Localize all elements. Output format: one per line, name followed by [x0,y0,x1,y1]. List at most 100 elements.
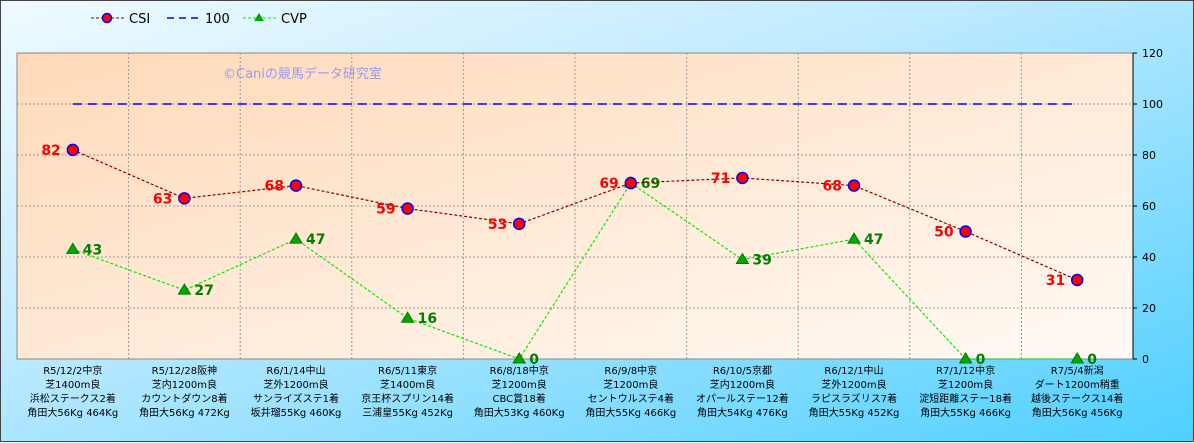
cvp-data-label: 16 [418,311,437,327]
csi-point [847,179,861,192]
legend-csi-label: CSI [129,12,150,27]
x-label-line: 淀短距離ステー18着 [919,394,1012,405]
csi-data-label: 68 [823,179,842,195]
csi-point [1070,273,1084,287]
csi-data-label: 59 [376,202,395,218]
x-category-label: R6/5/11東京 芝1400m良京王杯スプリン14着 三浦皇55Kg 452Kg [352,365,464,421]
x-label-line: CBC賞18着 [492,394,546,405]
x-label-line: 角田大55Kg 466Kg [585,408,677,419]
csi-point [178,192,191,205]
x-label-line: 角田大55Kg 452Kg [808,408,900,419]
x-label-line: R6/10/5京都 [712,366,772,377]
legend-cvp-marker [254,13,264,21]
x-label-line: R7/1/12中京 [936,366,996,377]
x-category-label: R5/12/28阪神 芝内1200m良 カウントダウン8着 角田大56Kg 472Kg [128,365,240,421]
x-label-line: 芝1200m良 [937,380,994,391]
x-label-line: ラピスラズリス7着 [810,394,898,405]
x-label-line: 浜松ステークス2着 [29,394,116,405]
csi-data-label: 50 [934,225,954,241]
x-category-label: R5/12/2中京 芝1400m良浜松ステークス2着 角田大56Kg 464Kg [17,365,129,421]
legend-100-label: 100 [205,12,230,27]
x-label-line: 坂井瑠55Kg 460Kg [250,408,342,419]
csi-point [289,179,303,192]
csi-data-label: 68 [265,179,284,195]
watermark: ©Caniの競馬データ研究室 [223,66,382,82]
x-category-label: R7/1/12中京 芝1200m良 淀短距離ステー18着 角田大55Kg 466Kg [910,365,1022,421]
cvp-point [958,352,973,364]
x-label-line: サンライズステ1着 [252,394,340,405]
cvp-data-label: 0 [976,352,986,368]
csi-point [736,171,749,185]
x-label-line: 角田大56Kg 472Kg [138,408,230,419]
cvp-point [289,232,303,244]
x-category-label: R7/5/4新潟 ダート1200m稍重 越後ステークス14着 角田大56Kg 456K… [1021,365,1133,421]
x-label-line: 角田大53Kg 460Kg [473,408,565,419]
csi-point [624,176,638,190]
csi-line [72,149,1078,281]
csi-data-label: 69 [599,176,618,192]
x-category-label: R6/1/14中山 芝外1200m良 サンライズステ1着 坂井瑠55Kg 460Kg [240,365,352,421]
y-tick-label: 20 [1142,302,1156,315]
legend-cvp-label: CVP [281,12,307,27]
x-category-label: R6/10/5京都 芝内1200m良オパールステー12着 角田大54Kg 476Kg [686,365,798,421]
cvp-data-label: 47 [864,232,883,248]
csi-point [66,143,80,157]
csi-point [959,225,972,238]
legend-csi-marker [101,12,113,24]
cvp-data-label: 0 [1087,352,1097,368]
y-tick-label: 100 [1142,98,1163,111]
cvp-point [735,252,750,265]
x-label-line: 芝1400m良 [45,380,101,391]
csi-data-label: 53 [488,217,507,233]
cvp-data-label: 39 [752,253,771,269]
csi-data-label: 63 [153,191,172,207]
x-label-line: R5/12/28阪神 [151,366,218,377]
csi-point [512,217,526,231]
y-tick-label: 120 [1142,47,1163,60]
x-label-line: セントウルステ4着 [587,394,674,405]
y-tick-label: 80 [1142,149,1156,162]
x-label-line: 越後ステークス14着 [1030,394,1124,405]
cvp-point [512,352,527,364]
x-label-line: 角田大56Kg 456Kg [1031,408,1123,419]
cvp-data-label: 0 [529,352,539,368]
y-tick-label: 40 [1142,251,1156,264]
x-label-line: 芝外1200m良 [821,380,887,391]
x-category-label: R6/8/18中京 芝1200m良 CBC賞18着角田大53Kg 460Kg [463,365,575,421]
cvp-data-label: 43 [83,242,102,258]
cvp-data-label: 47 [306,232,325,248]
x-category-label: R6/12/1中山 芝外1200m良 ラピスラズリス7着 角田大55Kg 452Kg [798,365,910,421]
csi-point [401,202,414,215]
x-label-line: 芝1400m良 [379,380,436,391]
cvp-point [1070,352,1085,364]
x-label-line: R6/1/14中山 [266,366,326,377]
x-label-line: 角田大54Kg 476Kg [696,408,788,419]
csi-data-label: 71 [711,171,730,187]
csi-data-label: 31 [1046,273,1065,289]
cvp-point [847,232,861,244]
x-label-line: 芝内1200m良 [151,380,217,391]
x-label-line: R5/12/2中京 [43,366,103,377]
cvp-point [400,311,415,323]
x-label-line: 芝内1200m良 [709,380,775,391]
x-label-line: R7/5/4新潟 [1050,366,1104,377]
x-label-line: オパールステー12着 [696,394,789,405]
x-label-line: 京王杯スプリン14着 [361,394,454,405]
y-tick-label: 60 [1142,200,1156,213]
x-label-line: 芝1200m良 [603,380,659,391]
x-label-line: 角田大56Kg 464Kg [27,408,119,419]
x-label-line: 三浦皇55Kg 452Kg [362,408,453,419]
cvp-data-label: 27 [194,283,213,299]
x-label-line: 芝1200m良 [491,380,547,391]
x-label-line: R6/8/18中京 [489,366,549,377]
x-label-line: 芝外1200m良 [263,380,329,391]
cvp-line [72,182,1078,360]
x-category-label: R6/9/8中京 芝1200m良セントウルステ4着 角田大55Kg 466Kg [575,365,687,421]
x-label-line: R6/5/11東京 [378,366,438,377]
x-label-line: R6/9/8中京 [604,366,658,377]
y-tick-label: 0 [1142,353,1149,366]
cvp-point [177,283,192,295]
csi-data-label: 82 [41,143,60,159]
